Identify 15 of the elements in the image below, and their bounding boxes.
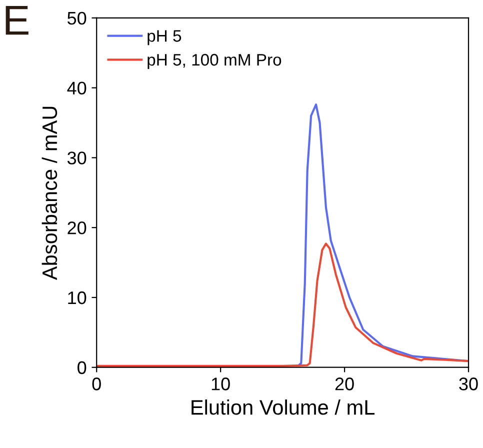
y-tick-label: 10 xyxy=(68,291,86,304)
legend-label: pH 5, 100 mM Pro xyxy=(148,54,282,69)
x-tick-label: 20 xyxy=(335,378,354,390)
y-axis-title: Absorbance / mAU xyxy=(42,106,58,280)
legend-label: pH 5 xyxy=(148,30,182,46)
y-tick-label: 50 xyxy=(68,12,86,25)
x-tick-label: 30 xyxy=(459,378,478,390)
text: E xyxy=(6,6,28,35)
x-tick-label: 10 xyxy=(212,378,230,390)
y-tick-label: 20 xyxy=(68,222,86,234)
y-tick-label: 0 xyxy=(78,361,86,374)
x-tick-label: 0 xyxy=(92,378,101,390)
y-tick-label: 40 xyxy=(67,82,86,95)
y-tick-label: 30 xyxy=(67,152,86,164)
x-axis-title: Elution Volume / mL xyxy=(192,399,375,415)
